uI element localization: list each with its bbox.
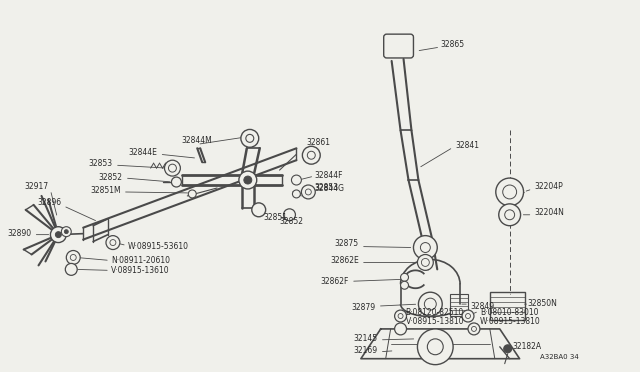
- Circle shape: [246, 134, 254, 142]
- Circle shape: [468, 323, 480, 335]
- Text: 32841: 32841: [455, 141, 479, 150]
- Text: 32890: 32890: [8, 229, 31, 238]
- Circle shape: [395, 323, 406, 335]
- Circle shape: [424, 298, 436, 310]
- Text: 32875: 32875: [335, 239, 359, 248]
- Circle shape: [398, 314, 403, 318]
- Bar: [450, 294, 468, 316]
- Circle shape: [188, 190, 196, 198]
- Circle shape: [64, 230, 68, 234]
- Circle shape: [307, 151, 316, 159]
- Text: W·08915-53610: W·08915-53610: [128, 242, 189, 251]
- Circle shape: [172, 177, 181, 187]
- Circle shape: [420, 243, 430, 253]
- Circle shape: [292, 190, 300, 198]
- Circle shape: [61, 227, 71, 237]
- Circle shape: [496, 178, 524, 206]
- Text: A32BA0 34: A32BA0 34: [540, 354, 579, 360]
- Text: N·08911-20610: N·08911-20610: [111, 256, 170, 265]
- Text: 32852: 32852: [280, 217, 303, 226]
- Circle shape: [465, 314, 470, 318]
- Text: 32850N: 32850N: [527, 299, 557, 308]
- Text: 32853: 32853: [314, 183, 339, 192]
- Text: 32145: 32145: [354, 334, 378, 343]
- Text: 32861: 32861: [307, 138, 330, 147]
- Circle shape: [503, 185, 516, 199]
- FancyBboxPatch shape: [384, 34, 413, 58]
- Circle shape: [419, 292, 442, 316]
- Circle shape: [417, 329, 453, 365]
- Text: 32862E: 32862E: [330, 256, 359, 265]
- Circle shape: [417, 254, 433, 270]
- Circle shape: [70, 254, 76, 260]
- Circle shape: [65, 263, 77, 275]
- Circle shape: [291, 175, 301, 185]
- Circle shape: [110, 240, 116, 246]
- Circle shape: [305, 189, 311, 195]
- Circle shape: [301, 185, 316, 199]
- Text: 32204N: 32204N: [534, 208, 564, 217]
- Text: 32844G: 32844G: [314, 185, 344, 193]
- Circle shape: [428, 339, 444, 355]
- Text: 32182A: 32182A: [513, 342, 542, 351]
- Circle shape: [56, 232, 61, 238]
- Circle shape: [472, 327, 476, 331]
- Circle shape: [244, 176, 252, 184]
- Text: 32844F: 32844F: [314, 171, 343, 180]
- Circle shape: [401, 281, 408, 289]
- Text: V·08915-13610: V·08915-13610: [111, 266, 170, 275]
- Text: W·08915-13810: W·08915-13810: [480, 317, 541, 327]
- Circle shape: [499, 204, 520, 226]
- Circle shape: [401, 273, 408, 281]
- Text: 32844E: 32844E: [129, 148, 157, 157]
- Circle shape: [284, 209, 296, 221]
- Text: 32896: 32896: [37, 198, 61, 207]
- Text: 32204P: 32204P: [534, 183, 563, 192]
- Text: 32852: 32852: [99, 173, 123, 182]
- Circle shape: [395, 310, 406, 322]
- Text: V·08915-13810: V·08915-13810: [406, 317, 464, 327]
- Circle shape: [239, 171, 257, 189]
- Text: 32169: 32169: [354, 346, 378, 355]
- Circle shape: [241, 129, 259, 147]
- Circle shape: [252, 203, 266, 217]
- Circle shape: [168, 164, 177, 172]
- Circle shape: [421, 259, 429, 266]
- Circle shape: [67, 250, 80, 264]
- Text: 32844M: 32844M: [182, 136, 212, 145]
- Circle shape: [413, 235, 437, 259]
- Text: 32851: 32851: [264, 213, 288, 222]
- Text: 32851M: 32851M: [90, 186, 121, 195]
- Text: B·08010-83010: B·08010-83010: [480, 308, 538, 317]
- Text: 32865: 32865: [440, 39, 465, 49]
- Text: 32917: 32917: [24, 183, 49, 192]
- Circle shape: [302, 146, 320, 164]
- Circle shape: [106, 235, 120, 250]
- Bar: [490, 292, 525, 320]
- Text: B·08120-82510: B·08120-82510: [406, 308, 464, 317]
- Text: 32862F: 32862F: [321, 277, 349, 286]
- Circle shape: [504, 345, 511, 353]
- Circle shape: [164, 160, 180, 176]
- Text: 32849: 32849: [470, 302, 494, 311]
- Circle shape: [51, 227, 67, 243]
- Text: 32853: 32853: [89, 159, 113, 168]
- Circle shape: [505, 210, 515, 220]
- Circle shape: [462, 310, 474, 322]
- Text: 32879: 32879: [351, 302, 376, 312]
